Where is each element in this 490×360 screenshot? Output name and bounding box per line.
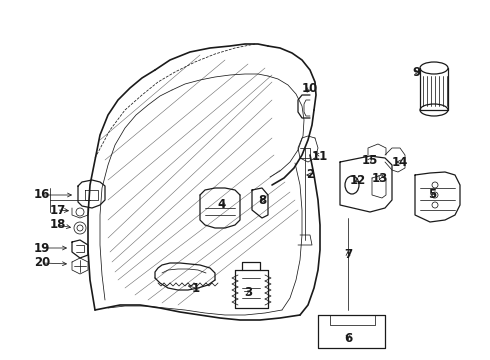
Text: 1: 1: [192, 282, 200, 294]
Text: 6: 6: [344, 332, 352, 345]
Text: 10: 10: [302, 81, 318, 94]
Text: 8: 8: [258, 194, 266, 207]
Text: 15: 15: [362, 153, 378, 166]
Text: 7: 7: [344, 248, 352, 261]
Text: 14: 14: [392, 156, 408, 168]
Text: 11: 11: [312, 150, 328, 163]
Text: 12: 12: [350, 174, 366, 186]
Text: 13: 13: [372, 171, 388, 184]
Text: 4: 4: [218, 198, 226, 211]
Text: 19: 19: [34, 242, 50, 255]
Text: 2: 2: [306, 168, 314, 181]
Text: 3: 3: [244, 285, 252, 298]
Text: 17: 17: [50, 203, 66, 216]
Text: 9: 9: [412, 66, 420, 78]
Text: 16: 16: [34, 189, 50, 202]
Text: 18: 18: [50, 219, 66, 231]
Text: 5: 5: [428, 189, 436, 202]
Text: 20: 20: [34, 256, 50, 270]
